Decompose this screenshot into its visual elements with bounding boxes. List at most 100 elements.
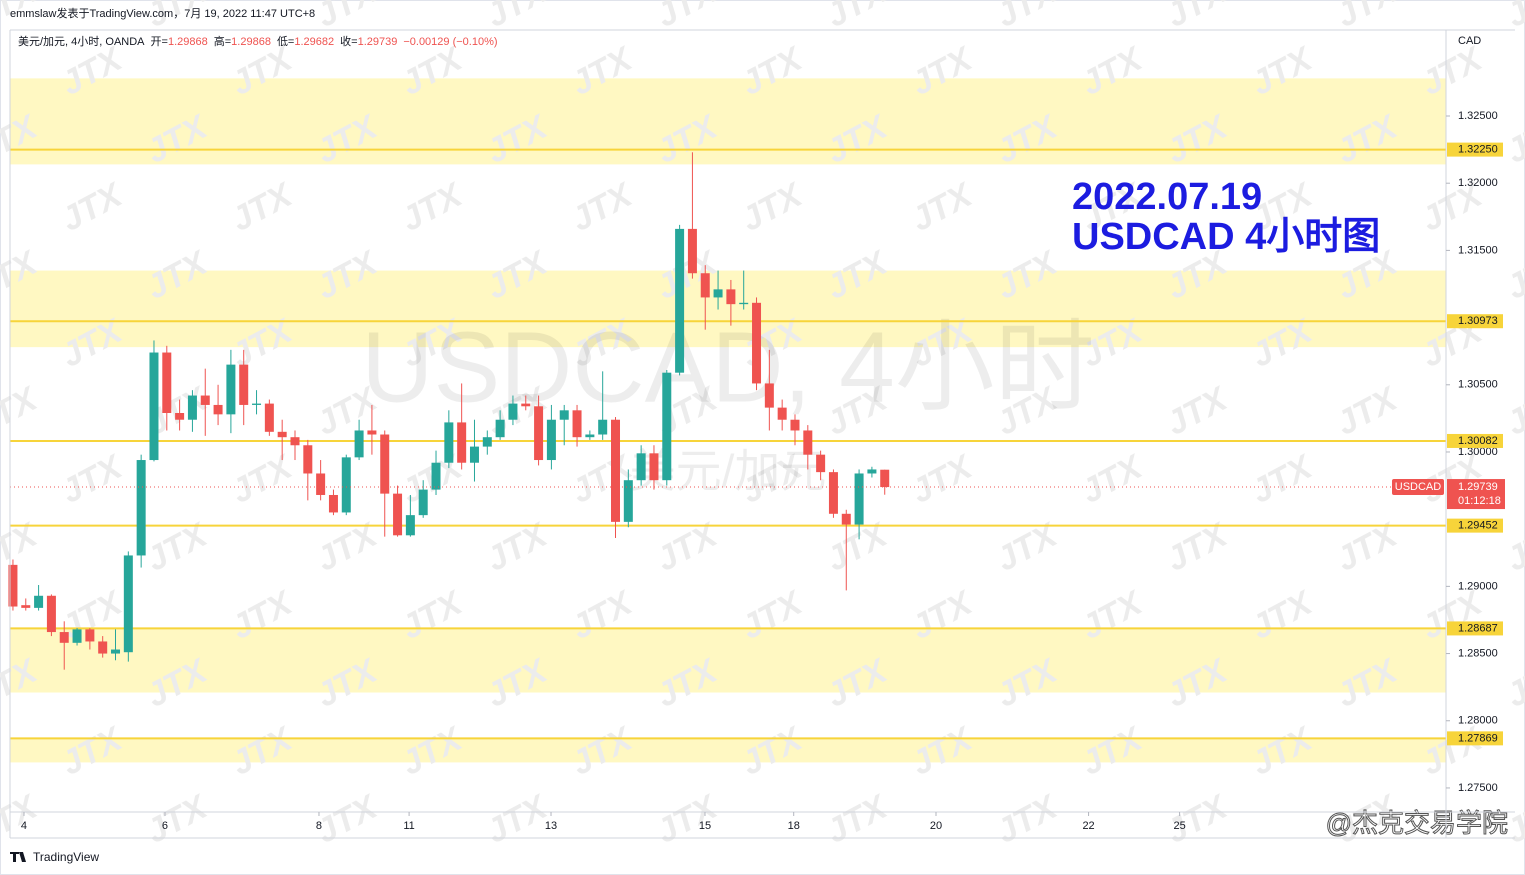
candle-body xyxy=(854,473,864,525)
candle-body xyxy=(200,395,210,405)
candle-body xyxy=(431,462,441,490)
candle-body xyxy=(187,395,197,420)
candle-body xyxy=(649,453,659,481)
y-tick-label: 1.32500 xyxy=(1458,110,1498,122)
level-tag xyxy=(1447,518,1503,533)
candle-body xyxy=(162,352,172,414)
candle-body xyxy=(713,289,723,298)
zone xyxy=(10,270,1446,348)
candle-body xyxy=(123,555,133,653)
price-label: 1.29739 xyxy=(1458,481,1498,493)
legend-symbol: 美元/加元, 4小时, OANDA xyxy=(18,35,145,48)
watermark-symbol: USDCAD, 4小时 xyxy=(361,311,1094,423)
legend-high-label: 高= xyxy=(214,34,231,48)
legend-low-label: 低= xyxy=(277,35,294,48)
x-tick-label: 25 xyxy=(1173,820,1185,832)
candle-body xyxy=(521,403,531,407)
candle-body xyxy=(316,473,326,495)
candle-body xyxy=(572,410,582,438)
candle-body xyxy=(149,352,159,461)
x-tick-label: 6 xyxy=(162,820,168,832)
x-tick-label: 20 xyxy=(930,820,942,832)
candle-body xyxy=(8,564,18,607)
y-tick-label: 1.30500 xyxy=(1458,379,1498,391)
candle-body xyxy=(59,632,69,643)
level-label: 1.27869 xyxy=(1458,732,1498,744)
x-tick-label: 13 xyxy=(545,820,557,832)
candle-body xyxy=(354,430,364,458)
candle-body xyxy=(226,364,236,415)
zone xyxy=(10,738,1446,763)
candle-body xyxy=(559,410,569,420)
legend-change: −0.00129 (−0.10%) xyxy=(403,36,497,48)
candle-body xyxy=(341,457,351,513)
candle-body xyxy=(816,454,826,473)
y-tick-label: 1.28500 xyxy=(1458,647,1498,659)
annotation: USDCAD 4小时图 xyxy=(1072,216,1380,258)
legend: 美元/加元, 4小时, OANDA 开=1.29868 高=1.29868 低=1.2… xyxy=(18,34,498,48)
candle-body xyxy=(72,629,82,643)
candle-body xyxy=(546,419,556,461)
candle-body xyxy=(393,493,403,536)
candle-body xyxy=(444,422,454,463)
candle-body xyxy=(405,515,415,536)
candle-body xyxy=(867,469,877,474)
zone xyxy=(10,78,1446,165)
candle-body xyxy=(213,404,223,415)
candle-body xyxy=(175,413,185,420)
byline: emmslaw发表于TradingView.com，7月 19, 2022 11… xyxy=(10,6,315,20)
level-tag xyxy=(1447,142,1503,157)
candle-body xyxy=(457,422,467,463)
candle-body xyxy=(290,437,300,446)
candle-body xyxy=(534,406,544,461)
candle-body xyxy=(303,445,313,474)
symbol-tag-bg xyxy=(1392,479,1444,496)
x-tick-label: 18 xyxy=(788,820,800,832)
level-tag xyxy=(1447,621,1503,636)
candle-body xyxy=(662,372,672,481)
y-tick-label: 1.29000 xyxy=(1458,580,1498,592)
candle-body xyxy=(726,289,736,305)
candle-body xyxy=(252,403,262,405)
legend-low: 1.29682 xyxy=(294,36,334,48)
candle-body xyxy=(841,513,851,525)
candle-body xyxy=(34,595,44,608)
candle-body xyxy=(598,419,608,435)
legend-open-label: 开= xyxy=(151,36,168,48)
y-tick-label: 1.28000 xyxy=(1458,715,1498,727)
level-label: 1.32250 xyxy=(1458,144,1498,156)
x-tick-label: 4 xyxy=(21,820,27,832)
level-tag xyxy=(1447,314,1503,329)
candle-body xyxy=(764,383,774,408)
candle-body xyxy=(752,302,762,384)
candle-body xyxy=(277,431,287,438)
candle-body xyxy=(46,595,56,633)
candle-body xyxy=(611,419,621,522)
x-tick-label: 15 xyxy=(699,820,711,832)
candle-body xyxy=(687,228,697,274)
level-tag xyxy=(1447,731,1503,746)
level-label: 1.30082 xyxy=(1458,435,1498,447)
candle-body xyxy=(136,460,146,556)
candle-body xyxy=(239,364,249,405)
x-tick-label: 11 xyxy=(403,820,414,832)
marks-layer xyxy=(8,152,1446,670)
candle-body xyxy=(777,407,787,420)
countdown: 01:12:18 xyxy=(1458,495,1501,507)
candle-body xyxy=(803,430,813,455)
candle-body xyxy=(828,472,838,514)
candle-body xyxy=(418,489,428,516)
logo: TradingView xyxy=(33,850,99,864)
candle-body xyxy=(367,430,377,435)
y-tick-label: 1.32000 xyxy=(1458,177,1498,189)
candle-body xyxy=(880,469,890,488)
level-tag xyxy=(1447,433,1503,448)
candle-body xyxy=(469,446,479,463)
level-label: 1.30973 xyxy=(1458,315,1498,327)
legend-close: 1.29739 xyxy=(358,36,398,48)
candle-body xyxy=(636,453,646,481)
candle-body xyxy=(85,629,95,642)
logo-icon xyxy=(10,852,26,862)
legend-open: 1.29868 xyxy=(168,36,208,48)
